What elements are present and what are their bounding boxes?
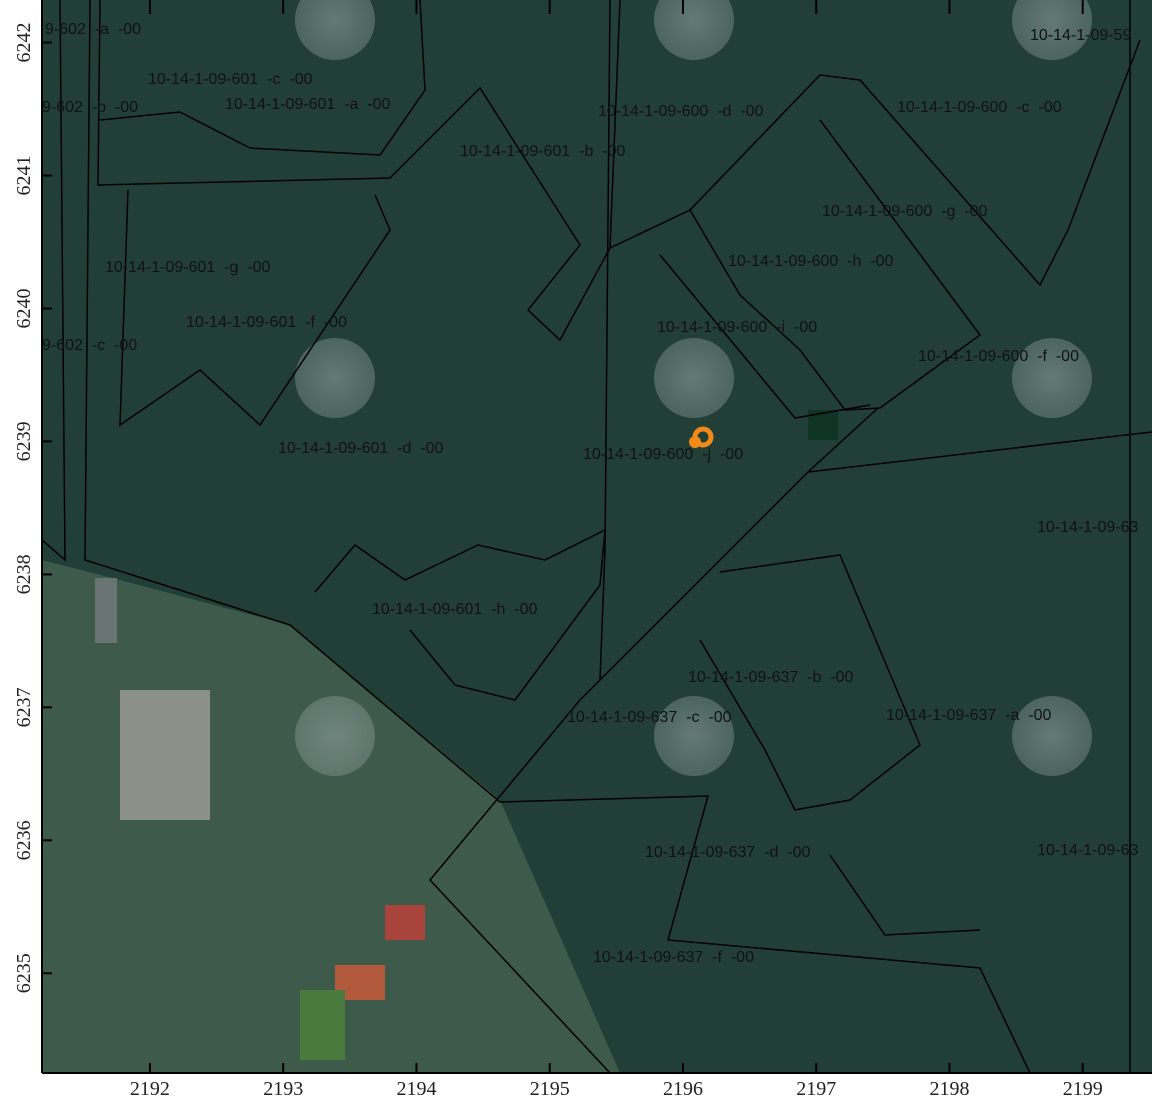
parcel-label: 10-14-1-09-637 -b -00: [688, 669, 854, 686]
parcel-label: 10-14-1-09-637 -c -00: [567, 709, 732, 726]
parcel-label: 10-14-1-09-601 -f -00: [186, 314, 347, 331]
x-tick-label: 2192: [130, 1078, 170, 1099]
x-tick-label: 2194: [396, 1078, 436, 1099]
x-tick-label: 2193: [263, 1078, 303, 1099]
parcel-label: 10-14-1-09-601 -d -00: [278, 440, 444, 457]
parcel-label: 10-14-1-09-601 -a -00: [225, 96, 391, 113]
x-tick-label: 2199: [1063, 1078, 1103, 1099]
parcel-label: 10-14-1-09-637 -f -00: [593, 949, 754, 966]
axes: 2192 2193 2194 2195 2196 2197 2198 2199 6235 6236…: [13, 0, 1103, 1099]
parcel-label: 10-14-1-09-601 -g -00: [105, 259, 271, 276]
parcel-boundaries: [41, 0, 1152, 1074]
parcel-label: 10-14-1-09-63: [1037, 842, 1139, 859]
parcel-label: 10-14-1-09-600 -f -00: [918, 348, 1079, 365]
location-marker: [689, 426, 714, 448]
parcel-label: 10-14-1-09-601 -c -00: [148, 71, 313, 88]
parcel-label: 10-14-1-09-59: [1030, 27, 1132, 44]
y-tick-label: 6242: [13, 23, 35, 63]
x-tick-label: 2197: [796, 1078, 836, 1099]
y-tick-label: 6240: [13, 288, 35, 328]
x-tick-label: 2198: [929, 1078, 969, 1099]
y-tick-label: 6238: [13, 554, 35, 594]
x-tick-label: 2195: [530, 1078, 570, 1099]
y-tick-label: 6239: [13, 421, 35, 461]
parcel-label: 10-14-1-09-601 -h -00: [372, 601, 538, 618]
parcel-label: 10-14-1-09-63: [1037, 519, 1139, 536]
y-tick-label: 6235: [13, 953, 35, 993]
y-tick-label: 6236: [13, 820, 35, 860]
parcel-label: 10-14-1-09-637 -d -00: [645, 844, 811, 861]
parcel-label: 9-602 -b -00: [42, 99, 138, 116]
parcel-label: 10-14-1-09-600 -j -00: [583, 446, 743, 463]
parcel-label: 10-14-1-09-600 -c -00: [897, 99, 1062, 116]
parcel-label: 10-14-1-09-600 -d -00: [598, 103, 764, 120]
imagery: [42, 0, 1152, 1073]
parcel-label: 10-14-1-09-600 -i -00: [657, 319, 817, 336]
parcel-label: 10-14-1-09-637 -a -00: [886, 707, 1052, 724]
parcel-label: 9-602 -c -00: [42, 337, 137, 354]
parcel-label: 10-14-1-09-600 -h -00: [728, 253, 894, 270]
parcel-label: 9-602 -a -00: [45, 21, 141, 38]
parcel-labels: 9-602 -a -00 10-14-1-09-601 -c -00 9-602 -…: [42, 21, 1139, 966]
y-tick-label: 6241: [13, 156, 35, 196]
parcel-label: 10-14-1-09-600 -g -00: [822, 203, 988, 220]
y-tick-label: 6237: [13, 687, 35, 727]
x-tick-label: 2196: [663, 1078, 703, 1099]
parcel-label: 10-14-1-09-601 -b -00: [460, 143, 626, 160]
